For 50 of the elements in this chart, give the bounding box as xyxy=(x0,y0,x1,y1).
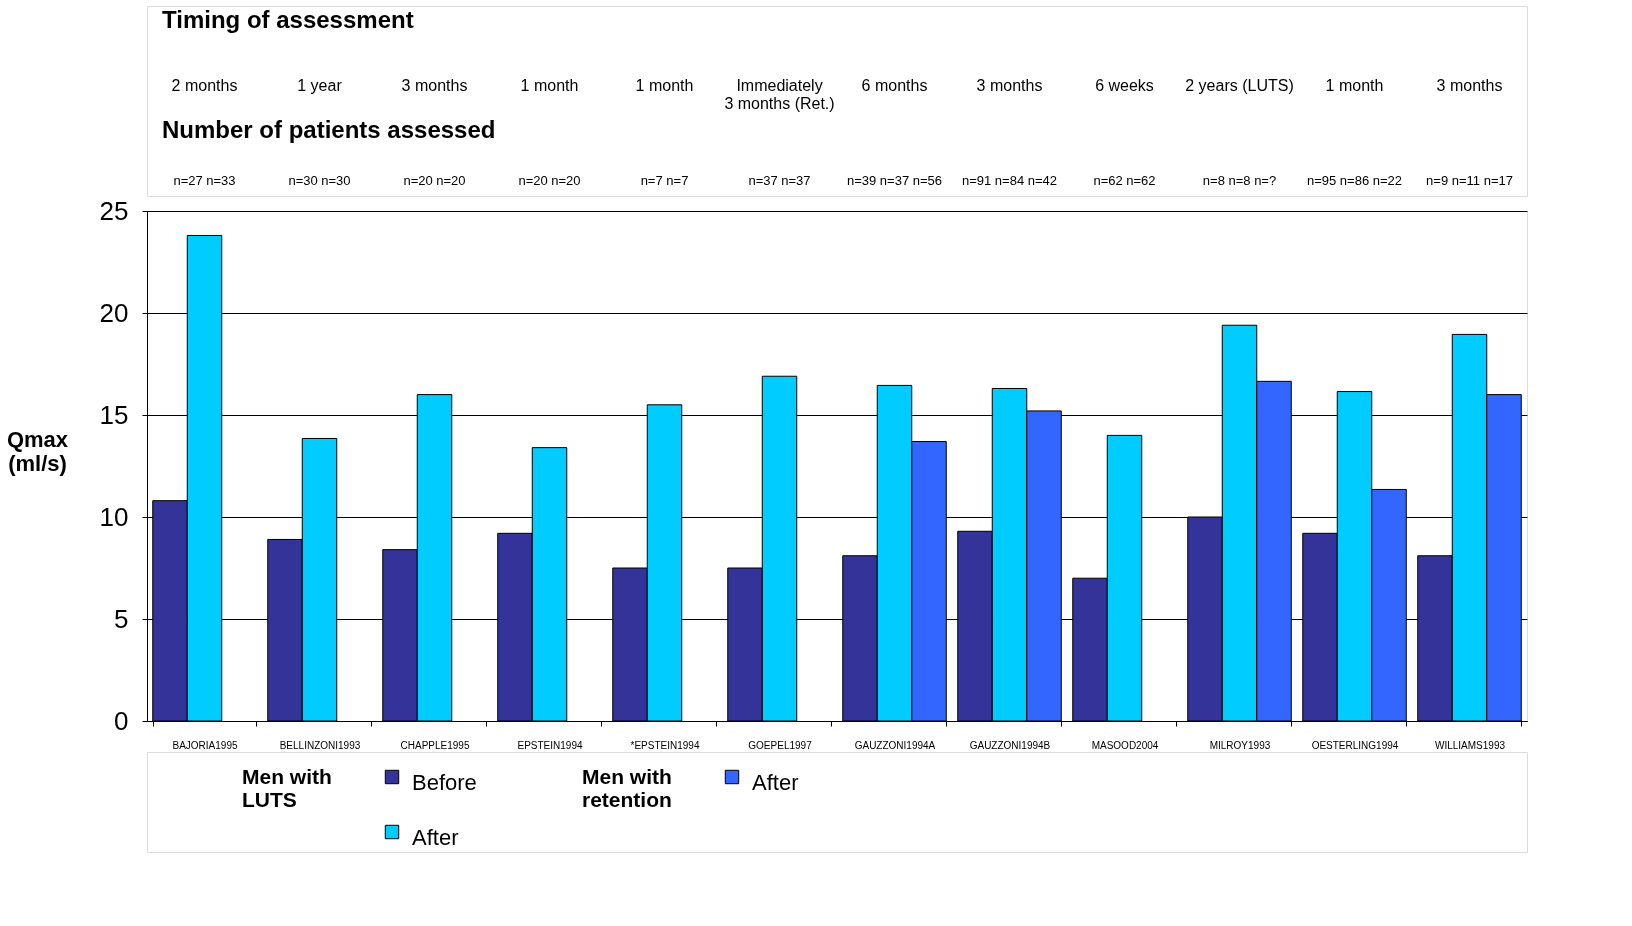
text: n=39 n=37 n=56 xyxy=(846,173,943,188)
x-tick-label: GOEPEL1997 xyxy=(748,739,813,751)
y-tick-label: 0 xyxy=(114,705,129,736)
text: Men with LUTS xyxy=(242,765,332,811)
text: 6 months xyxy=(861,77,928,94)
y-tick-label: 25 xyxy=(99,195,129,226)
y-tick-label: 15 xyxy=(99,399,129,430)
text: n=20 n=20 xyxy=(518,173,581,188)
x-tick-label: EPSTEIN1994 xyxy=(517,739,583,751)
text: n=91 n=84 n=42 xyxy=(961,173,1058,188)
x-tick-label: CHAPPLE1995 xyxy=(400,739,470,751)
text: n=8 n=8 n=? xyxy=(1202,173,1277,188)
text: Men with retention xyxy=(582,765,672,811)
text: 3 months xyxy=(976,77,1043,94)
text: n=30 n=30 xyxy=(288,173,351,188)
text: 1 month xyxy=(1325,77,1384,94)
legend-label: Before xyxy=(412,770,477,795)
x-tick-label: MILROY1993 xyxy=(1209,739,1271,751)
x-tick-label: BELLINZONI1993 xyxy=(279,739,361,751)
text: n=37 n=37 xyxy=(748,173,811,188)
text: 1 month xyxy=(635,77,694,94)
text: n=20 n=20 xyxy=(403,173,466,188)
text: n=9 n=11 n=17 xyxy=(1426,173,1513,188)
text: Number of patients assessed xyxy=(162,116,496,143)
x-tick-label: WILLIAMS1993 xyxy=(1434,739,1506,751)
text: n=62 n=62 xyxy=(1093,173,1156,188)
x-tick-label: GAUZZONI1994A xyxy=(854,739,936,751)
x-tick-label: GAUZZONI1994B xyxy=(969,739,1051,751)
x-tick-label: OESTERLING1994 xyxy=(1311,739,1399,751)
text: 2 months xyxy=(171,77,238,94)
legend-label: After xyxy=(412,825,459,850)
text: n=7 n=7 xyxy=(640,173,689,188)
y-axis-title: Qmax (ml/s) xyxy=(6,426,69,476)
text: Immediately 3 months (Ret.) xyxy=(724,77,835,112)
x-tick-label: MASOOD2004 xyxy=(1091,739,1159,751)
y-tick-label: 20 xyxy=(99,297,129,328)
text: 1 month xyxy=(520,77,579,94)
text: n=27 n=33 xyxy=(173,173,236,188)
text: 1 year xyxy=(297,77,343,94)
text: 3 months xyxy=(401,77,468,94)
legend-label: After xyxy=(752,770,799,795)
text: 3 months xyxy=(1436,77,1503,94)
x-tick-label: BAJORIA1995 xyxy=(172,739,238,751)
text: n=95 n=86 n=22 xyxy=(1306,173,1403,188)
y-tick-label: 10 xyxy=(99,501,129,532)
text: Timing of assessment xyxy=(162,6,414,33)
x-tick-label: *EPSTEIN1994 xyxy=(630,739,700,751)
text: 6 weeks xyxy=(1095,77,1154,94)
y-tick-label: 5 xyxy=(114,603,129,634)
text: 2 years (LUTS) xyxy=(1185,77,1294,94)
